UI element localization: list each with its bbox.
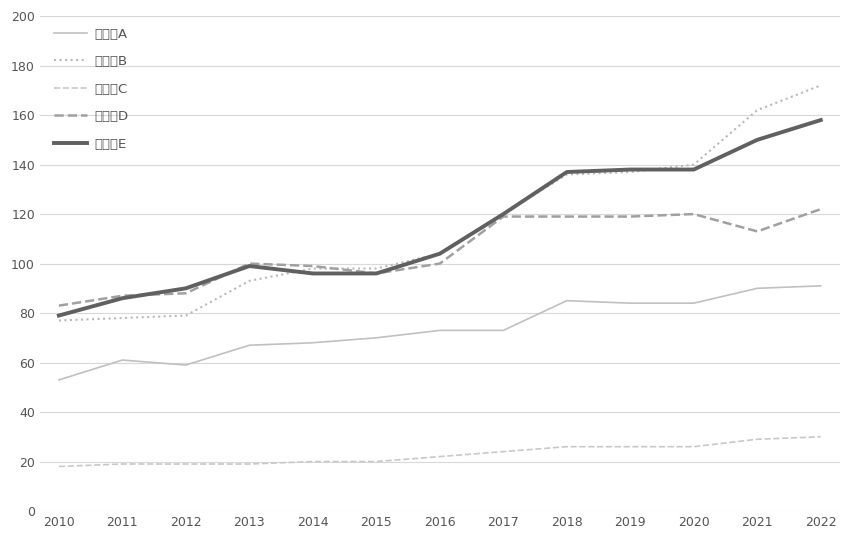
- データE: [435, 251, 445, 257]
- データD: [815, 206, 825, 212]
- データA: [625, 300, 636, 306]
- データD: [54, 302, 64, 309]
- データC: [498, 448, 508, 455]
- データC: [371, 458, 381, 465]
- データD: [435, 260, 445, 267]
- データB: [117, 315, 128, 321]
- データA: [180, 362, 191, 368]
- データD: [688, 211, 699, 217]
- データE: [688, 166, 699, 173]
- データC: [244, 461, 254, 467]
- データD: [117, 293, 128, 299]
- データC: [562, 443, 572, 450]
- データC: [752, 436, 762, 442]
- データB: [54, 317, 64, 323]
- データD: [371, 270, 381, 276]
- データC: [435, 454, 445, 460]
- データE: [815, 117, 825, 123]
- データE: [180, 285, 191, 292]
- Line: データD: データD: [59, 209, 820, 306]
- データA: [688, 300, 699, 306]
- データD: [562, 213, 572, 220]
- データA: [562, 298, 572, 304]
- データD: [625, 213, 636, 220]
- データC: [308, 458, 318, 465]
- Line: データE: データE: [59, 120, 820, 315]
- データB: [815, 82, 825, 89]
- データE: [308, 270, 318, 276]
- データC: [688, 443, 699, 450]
- データE: [562, 169, 572, 176]
- データA: [752, 285, 762, 292]
- データB: [308, 265, 318, 272]
- データE: [498, 211, 508, 217]
- Line: データC: データC: [59, 437, 820, 467]
- データE: [117, 295, 128, 301]
- データC: [815, 434, 825, 440]
- データA: [435, 327, 445, 334]
- データB: [625, 169, 636, 176]
- Line: データA: データA: [59, 286, 820, 380]
- データA: [371, 335, 381, 341]
- データB: [435, 251, 445, 257]
- データA: [54, 376, 64, 383]
- データE: [371, 270, 381, 276]
- データD: [752, 228, 762, 235]
- データA: [308, 340, 318, 346]
- データE: [54, 312, 64, 319]
- データD: [244, 260, 254, 267]
- データA: [815, 282, 825, 289]
- データB: [752, 107, 762, 113]
- データC: [180, 461, 191, 467]
- データB: [562, 171, 572, 178]
- データD: [180, 290, 191, 296]
- データE: [625, 166, 636, 173]
- データE: [244, 263, 254, 269]
- データA: [244, 342, 254, 348]
- データB: [498, 211, 508, 217]
- データB: [244, 278, 254, 284]
- データD: [498, 213, 508, 220]
- Line: データB: データB: [59, 85, 820, 320]
- データD: [308, 263, 318, 269]
- データA: [498, 327, 508, 334]
- データC: [117, 461, 128, 467]
- Legend: データA, データB, データC, データD, データE: データA, データB, データC, データD, データE: [54, 28, 129, 151]
- データB: [688, 161, 699, 168]
- データC: [625, 443, 636, 450]
- データB: [180, 312, 191, 319]
- データB: [371, 265, 381, 272]
- データC: [54, 463, 64, 470]
- データA: [117, 357, 128, 363]
- データE: [752, 137, 762, 143]
